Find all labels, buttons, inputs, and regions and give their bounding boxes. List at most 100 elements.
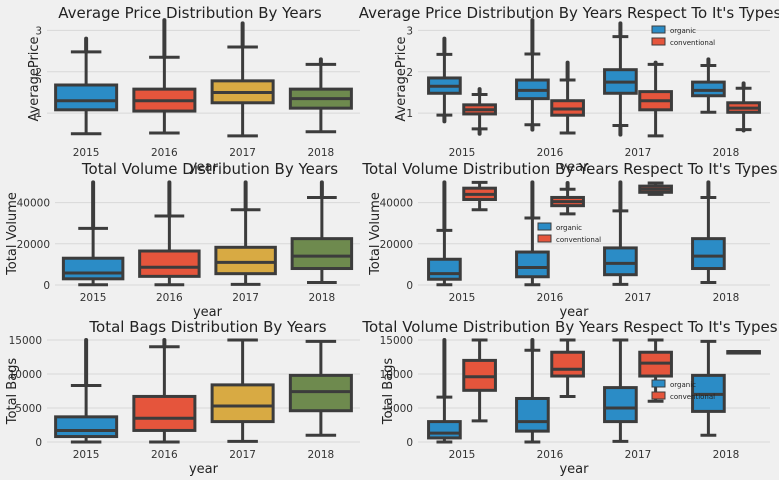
box-iqr xyxy=(603,386,638,424)
box-2016-conventional xyxy=(550,338,585,398)
box-iqr xyxy=(427,257,462,281)
box-2018 xyxy=(288,339,353,437)
box-iqr xyxy=(214,245,277,276)
chart-panel-3: 0 20000 40000 2015 2016 2017 2018 Total Volume … xyxy=(5,160,360,320)
y-tick-label: 3 xyxy=(406,25,413,37)
x-tick-label: 2016 xyxy=(537,147,564,159)
legend-label-organic: organic xyxy=(670,381,696,389)
chart-title: Average Price Distribution By Years xyxy=(58,4,322,22)
y-tick-label: 40000 xyxy=(17,198,50,210)
y-tick-label: 15000 xyxy=(380,335,413,347)
box-iqr xyxy=(132,394,197,432)
y-tick-label: 5000 xyxy=(15,403,42,415)
box-2017-organic xyxy=(603,180,638,286)
x-tick-label: 2018 xyxy=(713,147,740,159)
box-2017-organic xyxy=(603,21,638,137)
legend-swatch-conventional xyxy=(651,391,666,400)
x-tick-label: 2015 xyxy=(449,449,476,461)
x-tick-label: 2015 xyxy=(80,292,107,304)
legend-label-organic: organic xyxy=(556,224,582,232)
y-tick-label: 5000 xyxy=(386,403,413,415)
box-iqr xyxy=(515,250,550,279)
y-axis-label: Total Bags xyxy=(381,358,396,426)
box-2015 xyxy=(54,338,119,444)
box-2017-conventional xyxy=(638,60,673,138)
box-2015-conventional xyxy=(462,180,497,212)
legend-label-conventional: conventional xyxy=(670,393,715,401)
legend: organic conventional xyxy=(651,25,715,47)
chart-panel-2: 1 2 3 2015 2016 2017 2018 Average Price Distrib… xyxy=(359,4,779,175)
box-2018 xyxy=(290,180,354,285)
x-tick-label: 2017 xyxy=(229,449,256,461)
box-iqr xyxy=(691,237,726,271)
legend-label-conventional: conventional xyxy=(670,39,715,47)
box-2016 xyxy=(138,180,201,287)
y-tick-label: 1 xyxy=(406,108,413,120)
x-tick-label: 2017 xyxy=(232,292,259,304)
box-2015-conventional xyxy=(462,338,497,423)
y-tick-label: 2 xyxy=(35,67,42,79)
x-tick-label: 2015 xyxy=(449,292,476,304)
y-tick-label: 10000 xyxy=(9,369,42,381)
legend-swatch-organic xyxy=(651,379,666,388)
x-tick-label: 2015 xyxy=(73,449,100,461)
x-tick-label: 2016 xyxy=(537,449,564,461)
box-2018-conventional xyxy=(726,81,761,133)
x-axis-label: year xyxy=(559,160,589,175)
x-tick-label: 2018 xyxy=(713,449,740,461)
legend: organic conventional xyxy=(651,379,715,401)
chart-panel-4: 0 20000 40000 2015 2016 2017 2018 Total Volume … xyxy=(361,160,777,320)
y-tick-label: 0 xyxy=(406,437,413,449)
chart-title: Total Volume Distribution By Years Respe… xyxy=(361,160,777,178)
legend-swatch-organic xyxy=(537,222,552,231)
box-iqr xyxy=(515,396,550,433)
box-iqr xyxy=(210,383,275,424)
x-tick-label: 2018 xyxy=(308,147,335,159)
box-2017 xyxy=(210,338,275,443)
x-axis-label: year xyxy=(193,305,223,320)
legend-label-conventional: conventional xyxy=(556,236,601,244)
x-tick-label: 2017 xyxy=(229,147,256,159)
y-axis-label: Total Volume xyxy=(5,192,20,276)
chart-panel-5: 0 5000 10000 15000 2015 2016 2017 2018 Total Bag… xyxy=(5,318,360,477)
x-tick-label: 2015 xyxy=(73,147,100,159)
chart-title: Total Volume Distribution By Years xyxy=(81,160,338,178)
x-tick-label: 2018 xyxy=(713,292,740,304)
y-tick-label: 15000 xyxy=(9,335,42,347)
y-tick-label: 20000 xyxy=(17,239,50,251)
y-tick-label: 3 xyxy=(35,25,42,37)
box-2017 xyxy=(214,180,277,286)
box-2016 xyxy=(132,338,197,444)
box-iqr xyxy=(290,237,354,271)
box-iqr xyxy=(61,256,125,281)
box-2018 xyxy=(288,57,353,134)
y-axis-label: AveragePrice xyxy=(394,36,409,121)
x-tick-label: 2016 xyxy=(151,147,178,159)
box-2016-conventional xyxy=(550,60,585,135)
y-axis-label: AveragePrice xyxy=(27,36,42,121)
y-tick-label: 20000 xyxy=(380,239,413,251)
y-tick-label: 0 xyxy=(43,280,50,292)
x-tick-label: 2015 xyxy=(449,147,476,159)
box-2016-organic xyxy=(515,18,550,132)
legend-label-organic: organic xyxy=(670,27,696,35)
box-2016-organic xyxy=(515,180,550,287)
y-tick-label: 0 xyxy=(35,437,42,449)
y-tick-label: 10000 xyxy=(380,369,413,381)
x-axis-label: year xyxy=(189,462,219,477)
box-iqr xyxy=(603,246,638,277)
box-iqr xyxy=(550,350,585,378)
box-2017-organic xyxy=(603,338,638,443)
box-2016-conventional xyxy=(550,181,585,216)
box-2015 xyxy=(61,180,125,287)
box-2018-conventional xyxy=(726,350,761,355)
chart-title: Total Volume Distribution By Years Respe… xyxy=(361,318,777,336)
box-2015-organic xyxy=(427,36,462,124)
y-tick-label: 2 xyxy=(406,67,413,79)
x-tick-label: 2017 xyxy=(625,449,652,461)
y-axis-label: Total Volume xyxy=(368,192,383,276)
legend-swatch-conventional xyxy=(651,37,666,46)
x-tick-label: 2016 xyxy=(537,292,564,304)
y-axis-label: Total Bags xyxy=(5,358,20,426)
